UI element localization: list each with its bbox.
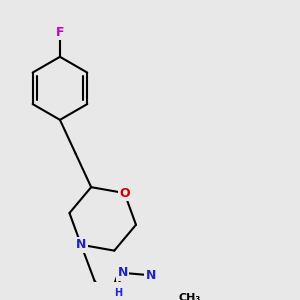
Text: N: N [76,238,86,251]
Text: N: N [118,266,128,279]
Text: CH₃: CH₃ [179,293,201,300]
Text: F: F [56,26,64,38]
Text: H: H [114,288,122,298]
Text: N: N [146,269,156,282]
Text: O: O [119,187,130,200]
